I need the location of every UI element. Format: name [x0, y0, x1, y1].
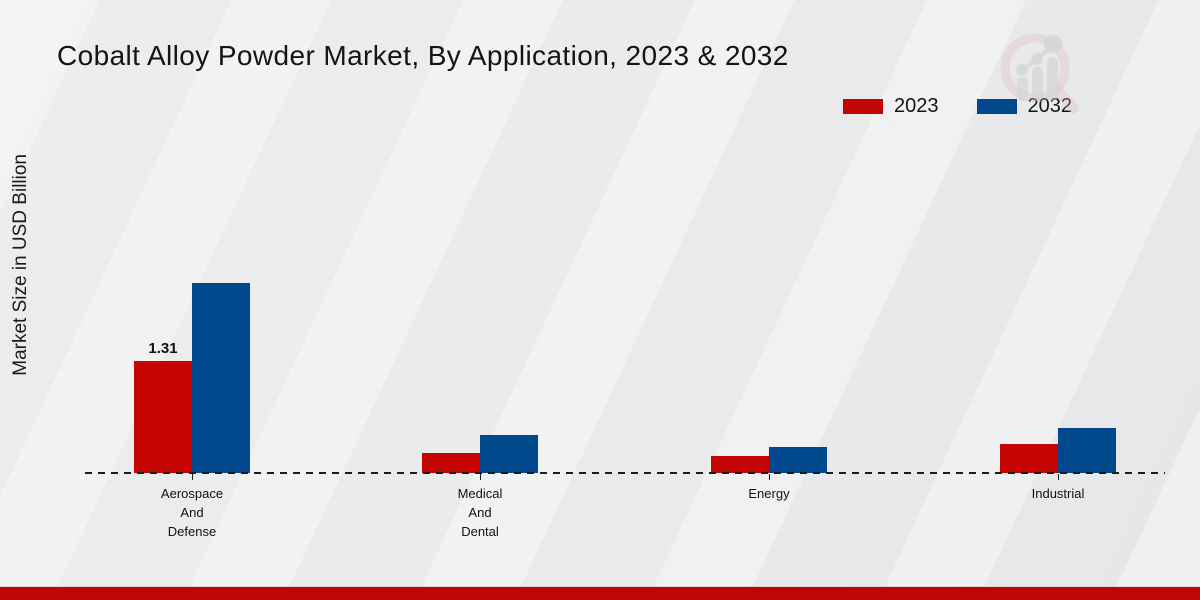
legend-label-2023: 2023: [894, 95, 939, 117]
x-axis-tick: [480, 474, 481, 480]
category-label: Energy: [748, 486, 790, 501]
x-axis-tick: [769, 474, 770, 480]
x-axis-tick: [1058, 474, 1059, 480]
x-axis-baseline: [85, 472, 1165, 474]
legend-swatch-2032: [976, 99, 1017, 114]
category-label: Medical And Dental: [457, 486, 503, 539]
category-label: Aerospace And Defense: [160, 486, 224, 539]
bar-value-label: 1.31: [148, 340, 178, 357]
legend: 2023 2032: [843, 95, 1072, 118]
bar-2032-1: [480, 435, 538, 473]
legend-item-2032: 2032: [976, 95, 1073, 118]
bar-2032-2: [769, 447, 827, 473]
bar-2023-0: [134, 361, 192, 473]
legend-swatch-2023: [843, 99, 883, 114]
bar-2023-2: [711, 456, 769, 473]
category-label: Industrial: [1031, 486, 1085, 501]
magnifier-bar-chart-logo-icon: [1000, 33, 1079, 114]
legend-label-2032: 2032: [1027, 95, 1073, 117]
legend-item-2023: 2023: [843, 95, 939, 118]
bar-2032-3: [1058, 428, 1116, 473]
footer-accent-bar: [0, 586, 1200, 600]
x-axis-tick: [192, 474, 193, 480]
bar-2032-0: [192, 283, 250, 473]
bar-2023-1: [422, 453, 480, 473]
chart-title: Cobalt Alloy Powder Market, By Applicati…: [57, 40, 789, 71]
bar-2023-3: [1000, 444, 1058, 473]
